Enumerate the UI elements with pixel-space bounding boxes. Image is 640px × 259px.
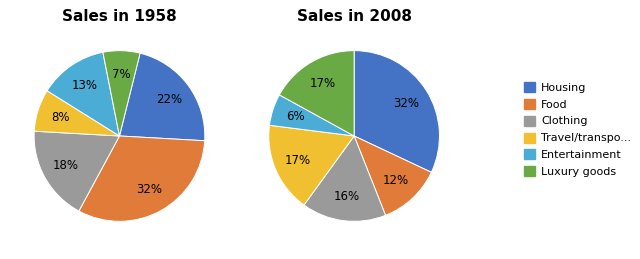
Wedge shape bbox=[34, 131, 120, 211]
Wedge shape bbox=[304, 136, 385, 221]
Wedge shape bbox=[269, 95, 354, 136]
Title: Sales in 1958: Sales in 1958 bbox=[62, 9, 177, 24]
Wedge shape bbox=[279, 51, 354, 136]
Text: 8%: 8% bbox=[52, 111, 70, 124]
Text: 13%: 13% bbox=[72, 79, 97, 92]
Legend: Housing, Food, Clothing, Travel/transpo..., Entertainment, Luxury goods: Housing, Food, Clothing, Travel/transpo.… bbox=[521, 78, 634, 181]
Wedge shape bbox=[47, 52, 120, 136]
Text: 16%: 16% bbox=[333, 190, 360, 203]
Text: 22%: 22% bbox=[156, 93, 182, 106]
Wedge shape bbox=[120, 53, 205, 141]
Wedge shape bbox=[79, 136, 205, 221]
Text: 17%: 17% bbox=[310, 77, 336, 90]
Text: 17%: 17% bbox=[285, 154, 311, 167]
Text: 32%: 32% bbox=[393, 97, 419, 110]
Text: 12%: 12% bbox=[383, 174, 409, 187]
Text: 18%: 18% bbox=[53, 160, 79, 172]
Wedge shape bbox=[354, 51, 440, 172]
Text: 6%: 6% bbox=[286, 111, 305, 124]
Wedge shape bbox=[35, 91, 120, 136]
Wedge shape bbox=[103, 51, 140, 136]
Text: 7%: 7% bbox=[111, 68, 131, 81]
Wedge shape bbox=[354, 136, 431, 215]
Text: 32%: 32% bbox=[136, 183, 163, 196]
Title: Sales in 2008: Sales in 2008 bbox=[296, 9, 412, 24]
Wedge shape bbox=[269, 125, 354, 205]
